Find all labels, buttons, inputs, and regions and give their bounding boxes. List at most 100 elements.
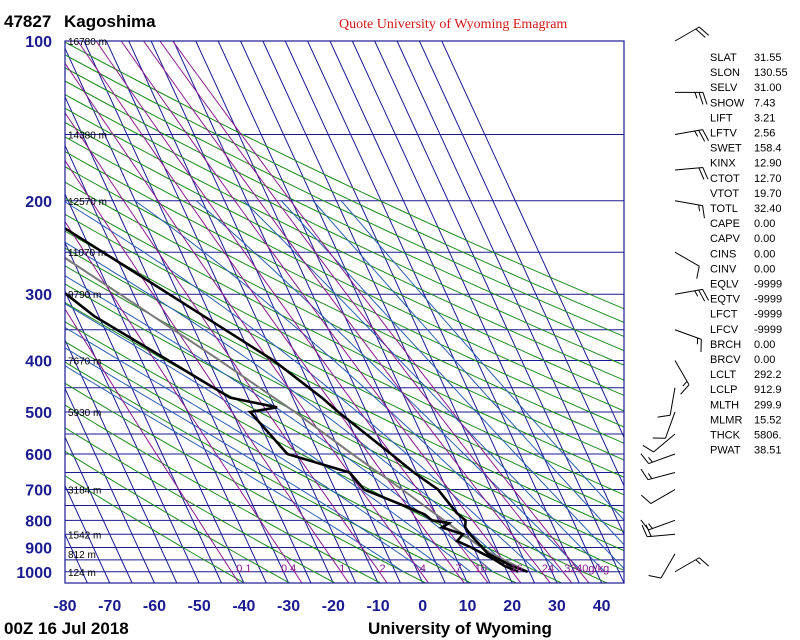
- wind-barb: [640, 489, 676, 504]
- height-label: 16780 m: [68, 37, 107, 48]
- wind-barb-flag: [640, 468, 649, 480]
- index-name: CINS: [710, 248, 736, 260]
- wind-barb: [648, 553, 676, 579]
- wind-barb-staff: [674, 167, 703, 171]
- wind-barb-flag: [694, 290, 699, 297]
- height-label: 1542 m: [68, 530, 101, 541]
- wind-barb-staff: [669, 387, 676, 416]
- sounding-trace: [65, 226, 529, 574]
- wind-barb-flag: [696, 266, 700, 279]
- wind-barb-staff: [674, 557, 700, 573]
- dry-adiabat: [65, 136, 624, 412]
- wind-barb-flag: [641, 524, 648, 537]
- height-label: 812 m: [68, 550, 96, 561]
- wind-barb-flag: [645, 524, 652, 537]
- wind-barb-flag: [702, 129, 710, 141]
- index-name: CAPV: [710, 233, 741, 245]
- index-value: 7.43: [754, 97, 775, 109]
- dry-adiabat: [65, 181, 624, 461]
- index-name: THCK: [710, 430, 741, 442]
- temperature-tick-label: 40: [593, 598, 611, 615]
- dry-adiabat: [65, 166, 624, 444]
- mixing-ratio-label: 1: [339, 563, 345, 575]
- pressure-tick-label: 900: [25, 540, 52, 557]
- index-value: -9999: [754, 324, 782, 336]
- wind-barb: [674, 360, 690, 395]
- temperature-tick-label: 0: [418, 598, 427, 615]
- isotherm-line: [418, 41, 624, 487]
- moist-adiabat: [65, 365, 404, 573]
- index-name: LCLT: [710, 369, 736, 381]
- index-value: 2.56: [754, 128, 775, 140]
- footer-credit: University of Wyoming: [368, 619, 552, 638]
- index-name: BRCH: [710, 339, 741, 351]
- wind-barb: [674, 200, 705, 219]
- height-label: 12570 m: [68, 197, 107, 208]
- wind-barb-flag: [698, 167, 705, 180]
- wind-barb-flag: [647, 473, 653, 479]
- dry-adiabat: [65, 427, 336, 583]
- pressure-tick-label: 800: [25, 513, 52, 530]
- index-name: SLAT: [710, 52, 737, 64]
- mixing-ratio-line: [65, 308, 240, 583]
- moist-adiabat: [65, 241, 516, 573]
- dry-adiabat: [65, 283, 624, 571]
- wind-barb: [657, 387, 676, 418]
- moist-adiabat: [134, 200, 561, 573]
- isotherm-line: [65, 144, 267, 583]
- pressure-tick-label: 400: [25, 354, 52, 371]
- isotherm-line: [65, 387, 155, 583]
- wind-barb-flag: [695, 559, 701, 565]
- moist-adiabat: [312, 200, 624, 546]
- wind-barb: [640, 468, 676, 481]
- height-label: 3184 m: [68, 486, 101, 497]
- index-name: TOTL: [710, 203, 738, 215]
- temperature-tick-label: -50: [188, 598, 211, 615]
- dry-adiabat: [65, 41, 624, 310]
- wind-barb-flag: [680, 384, 690, 395]
- watermark: Quote University of Wyoming Emagram: [339, 17, 567, 32]
- wind-barb: [675, 91, 708, 105]
- wind-barb-staff: [653, 433, 676, 453]
- wind-barb-flag: [657, 414, 671, 418]
- height-label: 9790 m: [68, 290, 101, 301]
- temperature-tick-label: -70: [98, 598, 121, 615]
- temperature-tick-label: -80: [53, 598, 76, 615]
- pressure-tick-label: 500: [25, 405, 52, 422]
- mixing-ratio-line: [77, 41, 465, 583]
- index-value: 38.51: [754, 445, 782, 457]
- dry-adiabat: [65, 302, 608, 583]
- index-name: EQLV: [710, 279, 739, 291]
- wind-barb-flag: [698, 557, 710, 567]
- dry-adiabat: [65, 197, 624, 478]
- index-value: -9999: [754, 294, 782, 306]
- dry-adiabat: [65, 450, 290, 583]
- stability-indices: SLAT 31.55 SLON 130.55 SELV 31.00 SHOW 7.43 LIFT…: [710, 52, 788, 457]
- isotherm-line: [351, 41, 603, 583]
- wind-barb: [642, 433, 676, 453]
- wind-barb-staff: [648, 453, 676, 465]
- wind-barb-staff: [674, 251, 700, 267]
- mixing-ratio-label: 40g/kg: [576, 563, 609, 575]
- wind-barb-staff: [674, 288, 703, 295]
- wind-barb-flag: [648, 456, 653, 463]
- wind-barb-flag: [682, 380, 688, 387]
- wind-barb-flag: [702, 167, 709, 180]
- pressure-tick-label: 1000: [16, 565, 52, 582]
- dry-adiabat: [65, 151, 624, 428]
- moist-adiabat: [340, 200, 624, 521]
- wind-barb: [674, 26, 710, 42]
- plot-frame: [64, 40, 625, 584]
- grid-lines: [65, 41, 624, 583]
- index-value: 0.00: [754, 248, 775, 260]
- pressure-tick-label: 100: [25, 34, 52, 51]
- moist-adiabat: [243, 200, 606, 573]
- index-value: -9999: [754, 309, 782, 321]
- index-value: 158.4: [754, 143, 782, 155]
- mixing-ratio-line: [65, 111, 388, 583]
- isotherm-line: [374, 41, 624, 583]
- wind-barb: [674, 167, 709, 180]
- dry-adiabat: [65, 404, 381, 583]
- wind-barb: [640, 453, 676, 465]
